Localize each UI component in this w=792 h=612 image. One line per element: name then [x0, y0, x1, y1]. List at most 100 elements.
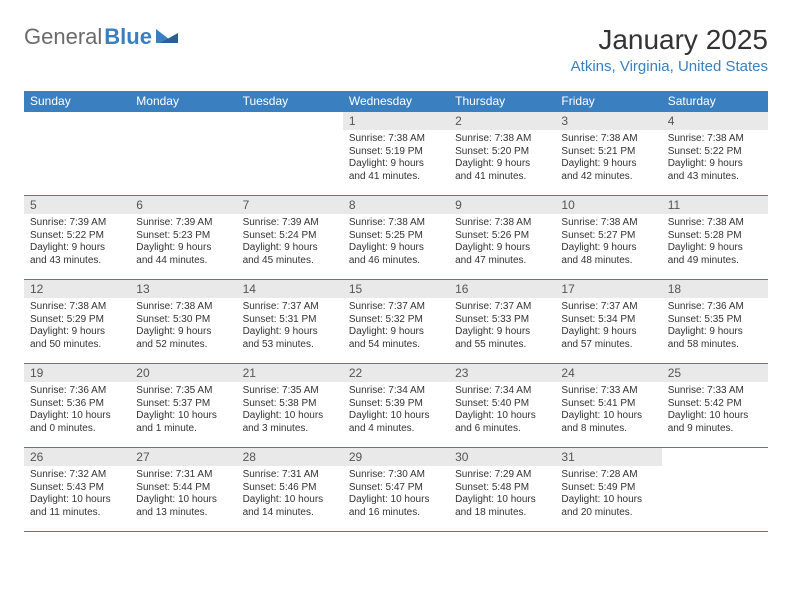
sunrise-text: Sunrise: 7:39 AM [243, 217, 337, 230]
day-body: Sunrise: 7:39 AMSunset: 5:22 PMDaylight:… [24, 214, 130, 271]
calendar-cell: 30Sunrise: 7:29 AMSunset: 5:48 PMDayligh… [449, 448, 555, 532]
sunrise-text: Sunrise: 7:32 AM [30, 469, 124, 482]
sunset-text: Sunset: 5:20 PM [455, 146, 549, 159]
day-body: Sunrise: 7:37 AMSunset: 5:31 PMDaylight:… [237, 298, 343, 355]
daylight-text: Daylight: 9 hours and 48 minutes. [561, 242, 655, 267]
weekday-header: Friday [555, 91, 661, 112]
day-number: 25 [662, 364, 768, 382]
page-title: January 2025 [571, 24, 768, 56]
calendar-cell: 13Sunrise: 7:38 AMSunset: 5:30 PMDayligh… [130, 280, 236, 364]
sunset-text: Sunset: 5:42 PM [668, 398, 762, 411]
day-body: Sunrise: 7:38 AMSunset: 5:28 PMDaylight:… [662, 214, 768, 271]
calendar-cell: 17Sunrise: 7:37 AMSunset: 5:34 PMDayligh… [555, 280, 661, 364]
day-body: Sunrise: 7:36 AMSunset: 5:35 PMDaylight:… [662, 298, 768, 355]
daylight-text: Daylight: 9 hours and 52 minutes. [136, 326, 230, 351]
sunrise-text: Sunrise: 7:38 AM [30, 301, 124, 314]
daylight-text: Daylight: 9 hours and 49 minutes. [668, 242, 762, 267]
day-body: Sunrise: 7:29 AMSunset: 5:48 PMDaylight:… [449, 466, 555, 523]
day-body: Sunrise: 7:31 AMSunset: 5:44 PMDaylight:… [130, 466, 236, 523]
day-body: Sunrise: 7:32 AMSunset: 5:43 PMDaylight:… [24, 466, 130, 523]
sunrise-text: Sunrise: 7:33 AM [668, 385, 762, 398]
sunset-text: Sunset: 5:46 PM [243, 482, 337, 495]
sunset-text: Sunset: 5:31 PM [243, 314, 337, 327]
sunset-text: Sunset: 5:22 PM [668, 146, 762, 159]
daylight-text: Daylight: 10 hours and 16 minutes. [349, 494, 443, 519]
day-number: 30 [449, 448, 555, 466]
weekday-header: Thursday [449, 91, 555, 112]
sunrise-text: Sunrise: 7:31 AM [136, 469, 230, 482]
day-body: Sunrise: 7:28 AMSunset: 5:49 PMDaylight:… [555, 466, 661, 523]
calendar-cell: 18Sunrise: 7:36 AMSunset: 5:35 PMDayligh… [662, 280, 768, 364]
weekday-header: Wednesday [343, 91, 449, 112]
calendar-body: 1Sunrise: 7:38 AMSunset: 5:19 PMDaylight… [24, 112, 768, 532]
sunset-text: Sunset: 5:27 PM [561, 230, 655, 243]
calendar-cell: 19 Sunrise: 7:36 AMSunset: 5:36 PMDayligh… [24, 364, 130, 448]
day-number: 1 [343, 112, 449, 130]
daylight-text: Daylight: 10 hours and 18 minutes. [455, 494, 549, 519]
sunrise-text: Sunrise: 7:38 AM [561, 133, 655, 146]
day-number: 3 [555, 112, 661, 130]
sunset-text: Sunset: 5:47 PM [349, 482, 443, 495]
sunset-text: Sunset: 5:33 PM [455, 314, 549, 327]
day-body: Sunrise: 7:37 AMSunset: 5:32 PMDaylight:… [343, 298, 449, 355]
day-body: Sunrise: 7:37 AMSunset: 5:34 PMDaylight:… [555, 298, 661, 355]
calendar-cell: 14Sunrise: 7:37 AMSunset: 5:31 PMDayligh… [237, 280, 343, 364]
calendar-cell: 7Sunrise: 7:39 AMSunset: 5:24 PMDaylight… [237, 196, 343, 280]
weekday-header: Saturday [662, 91, 768, 112]
sunrise-text: Sunrise: 7:39 AM [136, 217, 230, 230]
daylight-text: Daylight: 9 hours and 50 minutes. [30, 326, 124, 351]
day-number: 7 [237, 196, 343, 214]
weekday-header: Tuesday [237, 91, 343, 112]
calendar-cell [130, 112, 236, 196]
page-subtitle: Atkins, Virginia, United States [571, 58, 768, 75]
calendar-week-row: 19Sunrise: 7:36 AMSunset: 5:36 PMDayligh… [24, 364, 768, 448]
day-body: Sunrise: 7:33 AMSunset: 5:41 PMDaylight:… [555, 382, 661, 439]
calendar-week-row: 5Sunrise: 7:39 AMSunset: 5:22 PMDaylight… [24, 196, 768, 280]
day-number: 9 [449, 196, 555, 214]
logo: General Blue [24, 24, 178, 50]
daylight-text: Daylight: 10 hours and 0 minutes. [30, 410, 124, 435]
day-body: Sunrise: 7:38 AMSunset: 5:21 PMDaylight:… [555, 130, 661, 187]
day-number: 18 [662, 280, 768, 298]
sunrise-text: Sunrise: 7:37 AM [349, 301, 443, 314]
sunrise-text: Sunrise: 7:38 AM [136, 301, 230, 314]
calendar-week-row: 12Sunrise: 7:38 AMSunset: 5:29 PMDayligh… [24, 280, 768, 364]
calendar-cell: 16Sunrise: 7:37 AMSunset: 5:33 PMDayligh… [449, 280, 555, 364]
day-body: Sunrise: 7:38 AMSunset: 5:20 PMDaylight:… [449, 130, 555, 187]
day-body: Sunrise: 7:38 AMSunset: 5:30 PMDaylight:… [130, 298, 236, 355]
calendar-week-row: 26Sunrise: 7:32 AMSunset: 5:43 PMDayligh… [24, 448, 768, 532]
day-number: 24 [555, 364, 661, 382]
day-body: Sunrise: 7:39 AMSunset: 5:24 PMDaylight:… [237, 214, 343, 271]
sunrise-text: Sunrise: 7:34 AM [455, 385, 549, 398]
calendar-cell: 1Sunrise: 7:38 AMSunset: 5:19 PMDaylight… [343, 112, 449, 196]
sunrise-text: Sunrise: 7:31 AM [243, 469, 337, 482]
sunrise-text: Sunrise: 7:38 AM [561, 217, 655, 230]
sunrise-text: Sunrise: 7:39 AM [30, 217, 124, 230]
daylight-text: Daylight: 10 hours and 9 minutes. [668, 410, 762, 435]
day-number: 11 [662, 196, 768, 214]
daylight-text: Daylight: 9 hours and 44 minutes. [136, 242, 230, 267]
sunset-text: Sunset: 5:34 PM [561, 314, 655, 327]
daylight-text: Daylight: 10 hours and 11 minutes. [30, 494, 124, 519]
sunrise-text: Sunrise: 7:37 AM [455, 301, 549, 314]
day-body: Sunrise: 7:38 AMSunset: 5:19 PMDaylight:… [343, 130, 449, 187]
sunrise-text: Sunrise: 7:38 AM [349, 133, 443, 146]
day-number [130, 112, 236, 116]
logo-text-general: General [24, 24, 102, 50]
daylight-text: Daylight: 10 hours and 8 minutes. [561, 410, 655, 435]
calendar-cell: 22Sunrise: 7:34 AMSunset: 5:39 PMDayligh… [343, 364, 449, 448]
sunrise-text: Sunrise: 7:36 AM [30, 385, 124, 398]
daylight-text: Daylight: 10 hours and 20 minutes. [561, 494, 655, 519]
day-body: Sunrise: 7:33 AMSunset: 5:42 PMDaylight:… [662, 382, 768, 439]
daylight-text: Daylight: 9 hours and 53 minutes. [243, 326, 337, 351]
daylight-text: Daylight: 10 hours and 6 minutes. [455, 410, 549, 435]
sunset-text: Sunset: 5:26 PM [455, 230, 549, 243]
calendar-cell [24, 112, 130, 196]
day-number: 19 [24, 364, 130, 382]
daylight-text: Daylight: 10 hours and 13 minutes. [136, 494, 230, 519]
sunset-text: Sunset: 5:40 PM [455, 398, 549, 411]
calendar-cell: 11Sunrise: 7:38 AMSunset: 5:28 PMDayligh… [662, 196, 768, 280]
sunset-text: Sunset: 5:36 PM [30, 398, 124, 411]
logo-text-blue: Blue [104, 24, 152, 50]
sunset-text: Sunset: 5:19 PM [349, 146, 443, 159]
